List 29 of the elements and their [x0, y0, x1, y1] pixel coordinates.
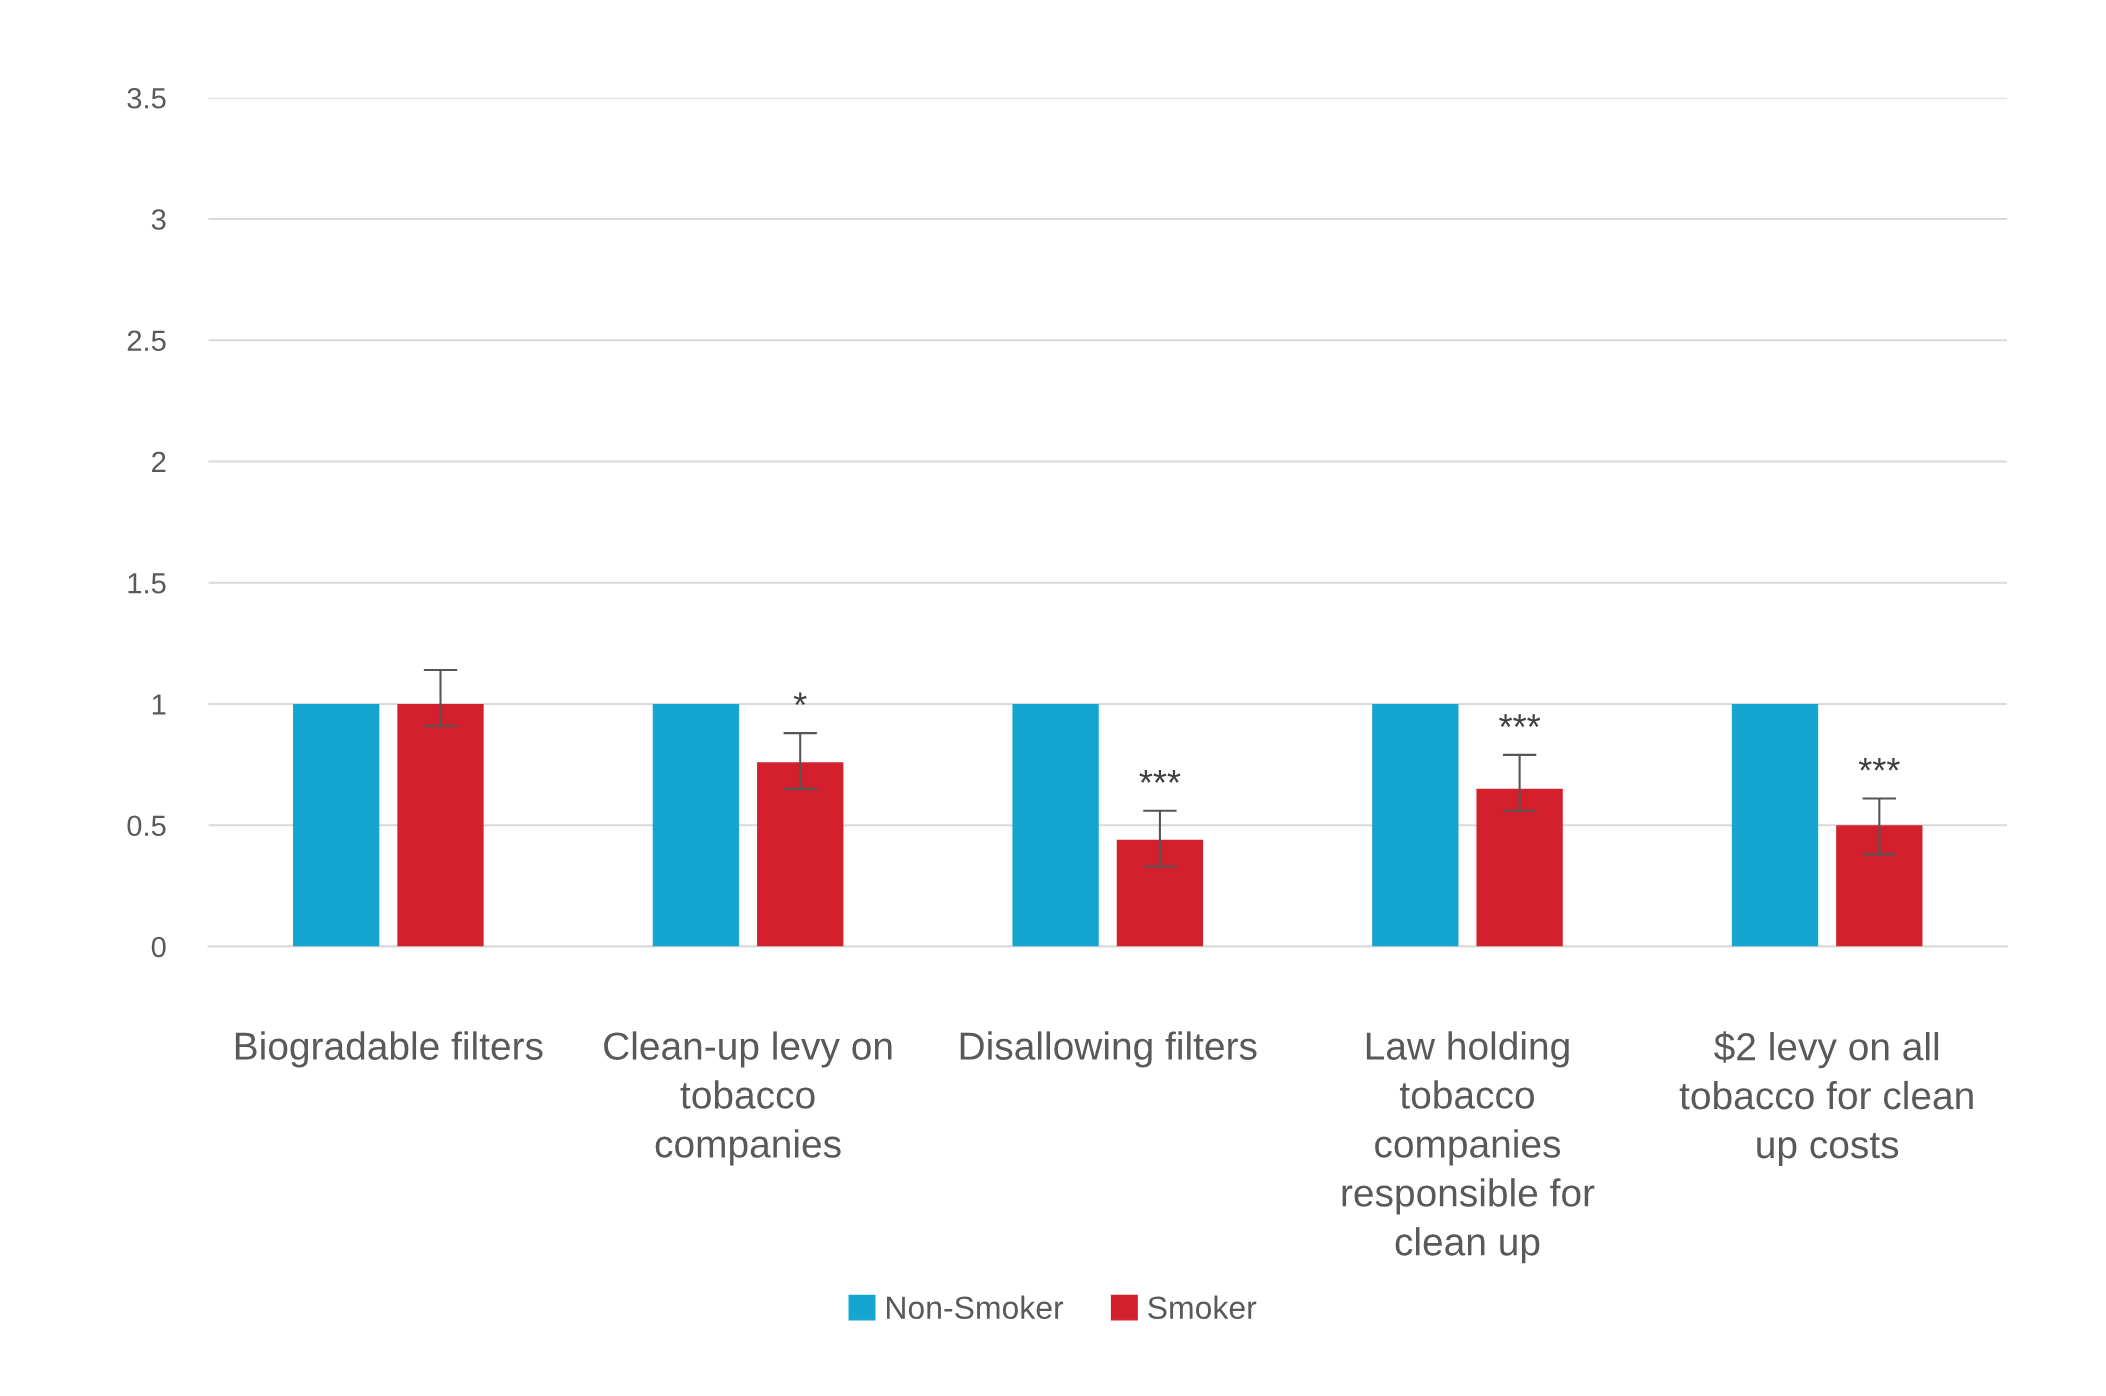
y-tick-label: 0 — [151, 936, 166, 958]
x-tick-label: $2 levy on all tobacco for clean up costs — [1679, 1031, 1973, 1167]
y-tick-label: 2 — [152, 451, 166, 473]
legend-label: Non-Smoker — [886, 1295, 1064, 1320]
annotation: *** — [1139, 770, 1181, 783]
x-tick-label: Biogradable filters — [235, 1031, 543, 1068]
x-tick-label: Clean-up levy on tobacco companies — [604, 1031, 892, 1166]
bar — [1372, 703, 1459, 947]
bar — [1731, 703, 1819, 947]
y-tick-label: 2.5 — [127, 330, 166, 352]
y-tick-label: 1 — [152, 694, 166, 715]
bar — [652, 703, 740, 947]
bar — [1012, 703, 1099, 947]
x-tick-label: Law holding tobacco companies responsible for clean up — [1342, 1031, 1595, 1264]
bar — [1836, 825, 1923, 947]
y-tick-label: 1.5 — [128, 573, 166, 594]
y-tick-label: 0.5 — [127, 815, 166, 837]
y-tick-label: 3.5 — [127, 87, 166, 109]
annotation: *** — [1499, 714, 1541, 727]
bar — [293, 703, 380, 947]
x-tick-label: Disallowing filters — [960, 1031, 1257, 1068]
bar — [1116, 839, 1204, 947]
bar — [757, 762, 844, 947]
bar — [397, 703, 484, 947]
bar — [1476, 788, 1563, 947]
y-tick-label: 3 — [151, 209, 166, 230]
annotation: *** — [1858, 757, 1900, 771]
annotation: * — [793, 692, 807, 706]
legend-label: Smoker — [1148, 1295, 1257, 1320]
